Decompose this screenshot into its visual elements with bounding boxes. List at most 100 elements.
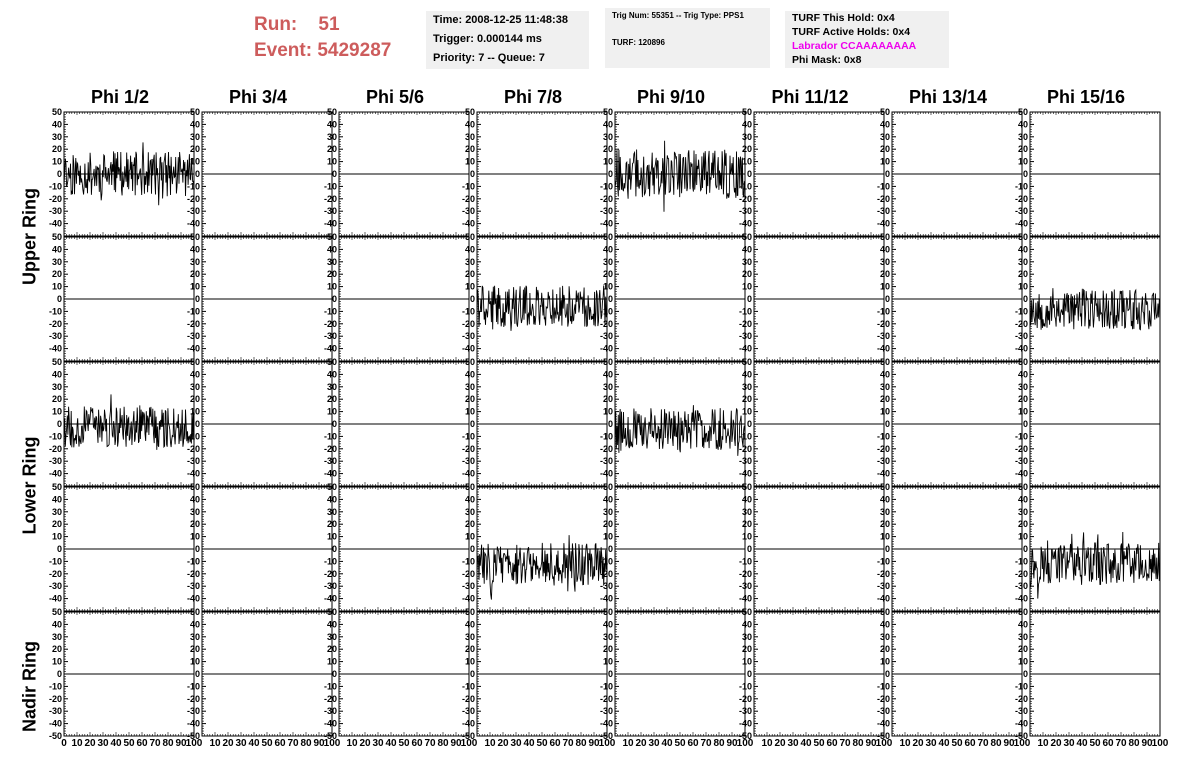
y-tick-label: -10: [49, 556, 62, 566]
y-tick-label: 20: [880, 269, 890, 279]
y-tick-label: 50: [465, 232, 475, 242]
y-tick-label: 20: [742, 144, 752, 154]
y-tick-label: 50: [52, 482, 62, 492]
y-tick-label: -10: [739, 306, 752, 316]
y-tick-label: 0: [885, 169, 890, 179]
turf-hold-text: TURF This Hold: 0x4: [792, 12, 895, 24]
y-tick-label: -10: [877, 306, 890, 316]
y-tick-label: 30: [880, 507, 890, 517]
y-tick-label: 30: [603, 257, 613, 267]
y-tick-label: 30: [465, 382, 475, 392]
column-title-phi-3-4: Phi 3/4: [228, 87, 288, 107]
y-tick-label: -10: [187, 306, 200, 316]
y-tick-label: 40: [880, 369, 890, 379]
y-tick-label: 0: [747, 544, 752, 554]
y-tick-label: 40: [327, 369, 337, 379]
y-tick-label: 40: [465, 494, 475, 504]
y-tick-label: 20: [742, 394, 752, 404]
y-tick-label: -40: [600, 219, 613, 229]
trig-num-box: Trig Num: 55351 -- Trig Type: PPS1 TURF:…: [605, 8, 770, 68]
y-tick-label: 40: [603, 244, 613, 254]
y-tick-label: -20: [1015, 194, 1028, 204]
y-tick-label: -40: [739, 219, 752, 229]
y-tick-label: 20: [603, 519, 613, 529]
y-tick-label: 10: [742, 532, 752, 542]
y-tick-label: -10: [877, 431, 890, 441]
y-tick-label: 0: [608, 419, 613, 429]
y-tick-label: 0: [470, 294, 475, 304]
y-tick-label: -10: [324, 306, 337, 316]
y-tick-label: 50: [603, 357, 613, 367]
y-tick-label: 20: [190, 519, 200, 529]
y-tick-label: 30: [327, 257, 337, 267]
y-tick-label: 40: [880, 244, 890, 254]
y-tick-label: -20: [462, 319, 475, 329]
y-tick-label: 30: [327, 382, 337, 392]
y-tick-label: 10: [190, 282, 200, 292]
y-tick-label: -30: [739, 456, 752, 466]
y-tick-label: 40: [742, 369, 752, 379]
y-tick-label: 30: [742, 507, 752, 517]
y-tick-label: -10: [877, 181, 890, 191]
y-tick-label: -40: [49, 594, 62, 604]
y-tick-label: 50: [327, 482, 337, 492]
y-tick-label: 0: [470, 419, 475, 429]
y-tick-label: -20: [49, 444, 62, 454]
y-tick-label: 0: [57, 169, 62, 179]
y-tick-label: 10: [327, 157, 337, 167]
y-tick-label: -40: [324, 219, 337, 229]
y-tick-label: 40: [52, 244, 62, 254]
y-tick-label: -40: [462, 344, 475, 354]
y-tick-label: -30: [877, 331, 890, 341]
y-tick-label: 10: [880, 407, 890, 417]
y-tick-label: -30: [324, 581, 337, 591]
y-tick-label: 10: [603, 282, 613, 292]
y-tick-label: 20: [327, 519, 337, 529]
y-tick-label: 20: [52, 519, 62, 529]
y-tick-label: -40: [49, 344, 62, 354]
y-tick-label: 50: [465, 482, 475, 492]
y-tick-label: 0: [1023, 169, 1028, 179]
turf-text: TURF: 120896: [612, 38, 665, 47]
y-tick-label: -40: [49, 219, 62, 229]
y-tick-label: 0: [195, 419, 200, 429]
y-tick-label: 40: [1018, 244, 1028, 254]
y-tick-label: 40: [465, 369, 475, 379]
y-tick-label: 10: [880, 157, 890, 167]
y-tick-label: 40: [742, 119, 752, 129]
y-tick-label: 10: [327, 282, 337, 292]
y-tick-label: 40: [465, 119, 475, 129]
y-tick-label: 10: [603, 407, 613, 417]
y-tick-label: -40: [324, 594, 337, 604]
y-tick-label: 30: [190, 132, 200, 142]
y-tick-label: 50: [742, 107, 752, 117]
y-tick-label: -30: [877, 206, 890, 216]
y-tick-label: 50: [880, 357, 890, 367]
y-tick-label: 40: [327, 119, 337, 129]
y-tick-label: 30: [880, 257, 890, 267]
y-tick-label: 0: [747, 294, 752, 304]
y-tick-label: 10: [190, 407, 200, 417]
y-tick-label: 10: [603, 157, 613, 167]
y-tick-label: 40: [190, 244, 200, 254]
y-tick-label: -30: [877, 456, 890, 466]
y-tick-label: -20: [739, 319, 752, 329]
y-tick-label: -30: [600, 331, 613, 341]
y-tick-label: 20: [880, 144, 890, 154]
y-tick-label: -10: [49, 306, 62, 316]
y-tick-label: -40: [739, 594, 752, 604]
y-tick-label: 50: [327, 357, 337, 367]
y-tick-label: 20: [52, 144, 62, 154]
y-tick-label: -30: [600, 581, 613, 591]
y-tick-label: 10: [52, 282, 62, 292]
y-tick-label: -20: [462, 569, 475, 579]
y-tick-label: 20: [742, 519, 752, 529]
y-tick-label: 20: [465, 519, 475, 529]
y-tick-label: -20: [1015, 319, 1028, 329]
y-tick-label: -40: [324, 469, 337, 479]
y-tick-label: -10: [324, 431, 337, 441]
run-value: 51: [318, 14, 340, 35]
y-tick-label: 20: [465, 394, 475, 404]
y-tick-label: 10: [742, 407, 752, 417]
y-tick-label: -20: [600, 319, 613, 329]
